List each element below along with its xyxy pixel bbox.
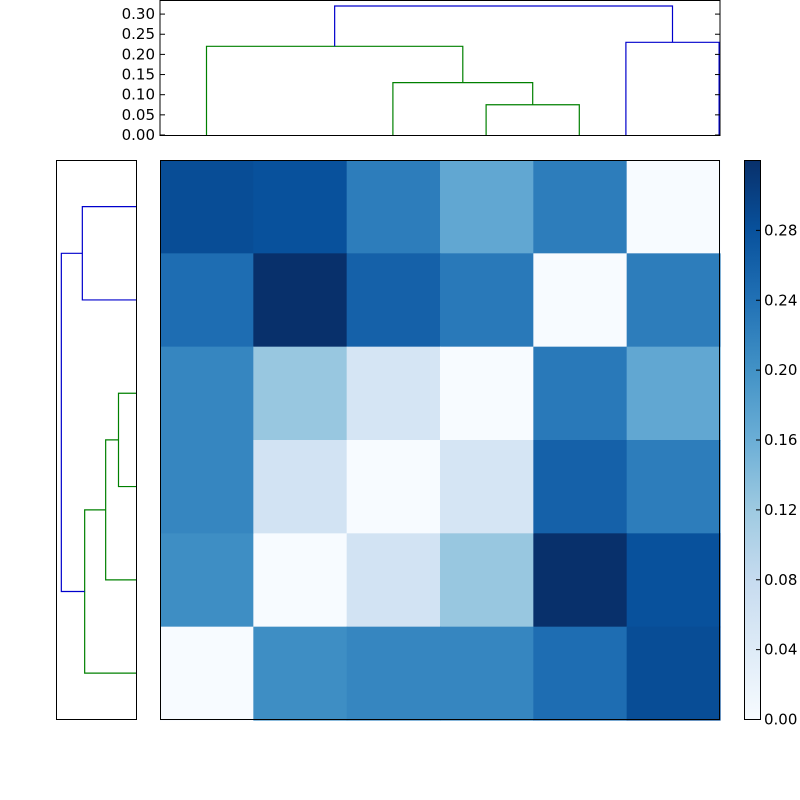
heatmap-frame: [160, 160, 720, 720]
colorbar-tick-label: 0.28: [764, 221, 797, 239]
top-y-tick-label: 0.05: [122, 106, 155, 124]
heatmap-cell: [253, 253, 348, 348]
colorbar-ticks: 0.00 0.04 0.08 0.12 0.16 0.20 0.24 0.28: [756, 221, 797, 729]
heatmap-cell: [346, 626, 441, 721]
left-dendrogram-links: [60, 206, 136, 674]
heatmap-cell: [253, 533, 348, 628]
heatmap-cell: [440, 533, 534, 628]
heatmap-cell: [346, 533, 441, 628]
colorbar-tick-label: 0.08: [764, 571, 797, 589]
top-y-tick-label: 0.30: [122, 5, 155, 23]
heatmap-cell: [626, 160, 721, 254]
heatmap-cell: [160, 346, 254, 441]
heatmap-cell: [440, 440, 534, 534]
heatmap-cell: [533, 533, 628, 628]
heatmap-cell: [533, 253, 628, 348]
top-dendrogram-frame: [159, 0, 721, 136]
heatmap-cell: [533, 626, 628, 721]
heatmap-cell: [440, 253, 534, 348]
heatmap-cell: [440, 346, 534, 441]
heatmap-cell: [160, 626, 254, 721]
heatmap-cell: [626, 533, 721, 628]
top-dendrogram-links: [205, 5, 720, 135]
heatmap-cell: [346, 346, 441, 441]
colorbar-tick-label: 0.20: [764, 361, 797, 379]
top-y-tick-label: 0.25: [122, 25, 155, 43]
top-dendrogram-link: [334, 5, 674, 47]
left-dendrogram-link: [60, 252, 85, 593]
heatmap-cell: [533, 160, 628, 254]
heatmap-cell: [160, 160, 254, 254]
heatmap-cell: [253, 440, 348, 534]
heatmap-cell: [253, 626, 348, 721]
heatmap-cell: [626, 253, 721, 348]
heatmap-cell: [160, 253, 254, 348]
colorbar-tick-label: 0.04: [764, 641, 797, 659]
heatmap-cell: [160, 533, 254, 628]
top-y-tick-label: 0.00: [122, 126, 155, 144]
heatmap-cell: [626, 626, 721, 721]
top-dendrogram-y-ticks: 0.00 0.05 0.10 0.15 0.20 0.25 0.30: [122, 5, 720, 144]
heatmap-cells: [160, 160, 721, 721]
heatmap-cell: [346, 160, 441, 254]
heatmap-cell: [346, 440, 441, 534]
top-dendrogram: 0.00 0.05 0.10 0.15 0.20 0.25 0.30: [122, 0, 721, 144]
heatmap-cell: [346, 253, 441, 348]
heatmap-cell: [253, 346, 348, 441]
left-dendrogram-frame: [56, 160, 137, 720]
heatmap-cell: [533, 440, 628, 534]
left-dendrogram: [56, 160, 137, 720]
colorbar-tick-label: 0.12: [764, 501, 797, 519]
colorbar-tick-label: 0.00: [764, 711, 797, 729]
heatmap-cell: [253, 160, 348, 254]
colorbar: 0.00 0.04 0.08 0.12 0.16 0.20 0.24 0.28: [744, 160, 797, 729]
heatmap-cell: [160, 440, 254, 534]
top-y-tick-label: 0.15: [122, 66, 155, 84]
colorbar-tick-label: 0.16: [764, 431, 797, 449]
heatmap-cell: [533, 346, 628, 441]
heatmap-cell: [626, 346, 721, 441]
heatmap-cell: [440, 160, 534, 254]
top-y-tick-label: 0.10: [122, 86, 155, 104]
heatmap-cell: [440, 626, 534, 721]
colorbar-tick-label: 0.24: [764, 291, 797, 309]
heatmap-cell: [626, 440, 721, 534]
top-y-tick-label: 0.20: [122, 45, 155, 63]
heatmap: [160, 160, 721, 721]
